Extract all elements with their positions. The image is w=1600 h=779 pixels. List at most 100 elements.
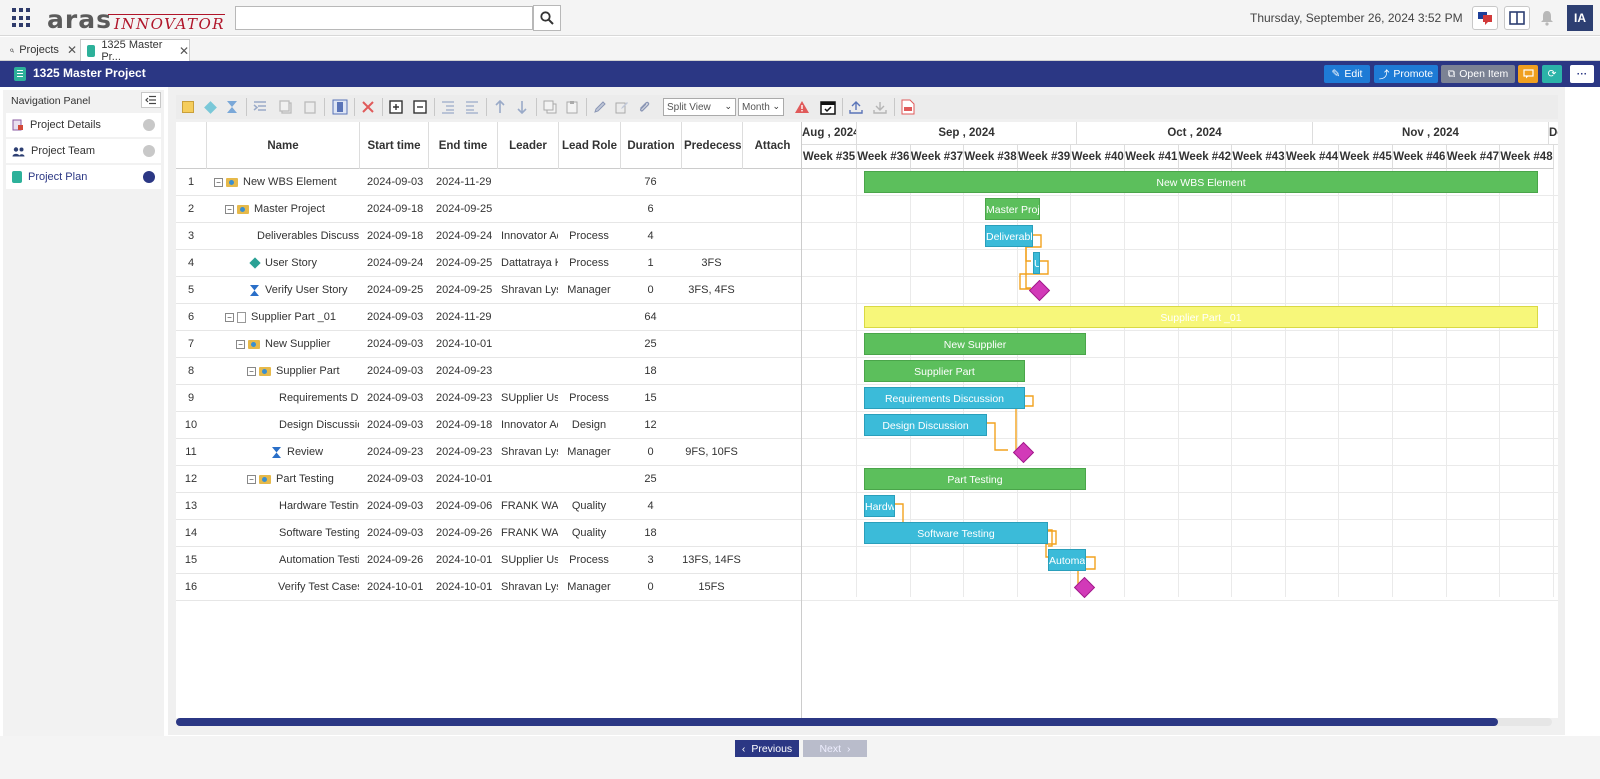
horizontal-scrollbar[interactable]	[176, 718, 1552, 726]
table-row[interactable]: 2 − Master Project 2024-09-18 2024-09-25 6	[176, 196, 801, 223]
table-row[interactable]: 5 Verify User Story 2024-09-25 2024-09-25 Sh…	[176, 277, 801, 304]
collapse-toggle-icon[interactable]: −	[225, 204, 234, 214]
lead-role-cell[interactable]: Process	[569, 230, 609, 242]
duration-cell[interactable]: 6	[647, 203, 654, 215]
start-time-cell[interactable]: 2024-09-18	[367, 203, 424, 215]
start-time-cell[interactable]: 2024-09-03	[367, 311, 424, 323]
column-header-duration[interactable]: Duration	[620, 122, 681, 169]
task-name-cell[interactable]: Requirements Discussion	[206, 385, 359, 411]
scrollbar-thumb[interactable]	[176, 718, 1498, 726]
column-header-name[interactable]: Name	[206, 122, 359, 169]
next-button[interactable]: Next ›	[803, 740, 867, 757]
task-name-cell[interactable]: − Supplier Part	[206, 358, 359, 384]
attach-cell[interactable]	[742, 466, 801, 492]
promote-button[interactable]: ⤴ Promote	[1374, 65, 1438, 83]
lead-role-cell[interactable]: Quality	[571, 500, 607, 512]
lead-role-cell[interactable]: Manager	[567, 581, 611, 593]
lead-role-cell[interactable]	[558, 169, 620, 195]
attach-cell[interactable]	[742, 358, 801, 384]
copy-icon[interactable]	[276, 97, 296, 117]
gantt-bar[interactable]: Deliverables Discussion	[985, 225, 1033, 247]
column-header-attach[interactable]: Attach	[742, 122, 801, 169]
end-time-cell[interactable]: 2024-09-23	[436, 446, 493, 458]
attach-cell[interactable]	[742, 250, 801, 276]
attach-cell[interactable]	[742, 169, 801, 195]
collapse-toggle-icon[interactable]: −	[236, 339, 245, 349]
lead-role-cell[interactable]: Process	[569, 257, 609, 269]
predecessor-cell[interactable]: 13FS, 14FS	[682, 554, 741, 566]
leader-cell[interactable]: Innovator Admin	[501, 230, 558, 242]
leader-cell[interactable]	[501, 358, 558, 384]
table-row[interactable]: 9 Requirements Discussion 2024-09-03 2024-0…	[176, 385, 801, 412]
pdf-export-icon[interactable]	[898, 97, 918, 117]
attach-cell[interactable]	[742, 277, 801, 303]
end-time-cell[interactable]: 2024-10-01	[436, 338, 493, 350]
search-input[interactable]	[235, 6, 533, 30]
leader-cell[interactable]: Dattatraya K.	[501, 257, 558, 269]
predecessor-cell[interactable]: 3FS, 4FS	[688, 284, 735, 296]
task-name-cell[interactable]: Verify User Story	[206, 277, 359, 303]
task-name-cell[interactable]: Hardware Testing	[206, 493, 359, 519]
task-name-cell[interactable]: − Master Project	[206, 196, 359, 222]
column-header-start[interactable]: Start time	[359, 122, 428, 169]
duration-cell[interactable]: 4	[647, 230, 654, 242]
close-tab-icon[interactable]: ✕	[178, 43, 189, 58]
end-time-cell[interactable]: 2024-11-29	[436, 176, 492, 188]
start-time-cell[interactable]: 2024-09-25	[367, 284, 424, 296]
search-button[interactable]	[533, 5, 561, 31]
nav-item-project-details[interactable]: Project Details	[6, 113, 161, 137]
start-time-cell[interactable]: 2024-10-01	[367, 581, 424, 593]
end-time-cell[interactable]: 2024-10-01	[436, 581, 493, 593]
user-avatar[interactable]: IA	[1567, 5, 1593, 31]
attach-cell[interactable]	[742, 196, 801, 222]
task-name-cell[interactable]: − Supplier Part _01	[206, 304, 359, 330]
leader-cell[interactable]	[501, 196, 558, 222]
duration-cell[interactable]: 0	[647, 581, 654, 593]
attach-cell[interactable]	[742, 385, 801, 411]
gantt-bar[interactable]: User Story	[1033, 252, 1040, 274]
leader-cell[interactable]: FRANK WANG	[501, 527, 558, 539]
nav-item-project-team[interactable]: Project Team	[6, 139, 161, 163]
task-name-cell[interactable]: Software Testing	[206, 520, 359, 546]
gantt-bar[interactable]: Supplier Part _01	[864, 306, 1538, 328]
table-row[interactable]: 1 − New WBS Element 2024-09-03 2024-11-29 76	[176, 169, 801, 196]
open-item-button[interactable]: ⧉ Open Item	[1441, 65, 1515, 83]
delete-icon[interactable]	[358, 97, 378, 117]
table-row[interactable]: 15 Automation Testing 2024-09-26 2024-10-01…	[176, 547, 801, 574]
nav-item-project-plan[interactable]: Project Plan	[6, 165, 161, 189]
table-row[interactable]: 16 Verify Test Cases 2024-10-01 2024-10-01 S…	[176, 574, 801, 601]
task-name-cell[interactable]: Deliverables Discussion	[206, 223, 359, 249]
start-time-cell[interactable]: 2024-09-03	[367, 392, 424, 404]
end-time-cell[interactable]: 2024-09-24	[436, 230, 493, 242]
collapse-toggle-icon[interactable]: −	[247, 474, 256, 484]
gantt-bar[interactable]: Design Discussion	[864, 414, 987, 436]
start-time-cell[interactable]: 2024-09-03	[367, 527, 424, 539]
column-header-leader[interactable]: Leader	[497, 122, 558, 169]
column-header-predecessor[interactable]: Predecessor	[681, 122, 742, 169]
gantt-bar[interactable]: Master Project	[985, 198, 1040, 220]
leader-cell[interactable]: Innovator Admin	[501, 419, 558, 431]
task-name-cell[interactable]: User Story	[206, 250, 359, 276]
duration-cell[interactable]: 18	[644, 365, 657, 377]
attachment-icon[interactable]	[634, 97, 654, 117]
aras-logo[interactable]: aras INNOVATOR	[47, 3, 226, 33]
lead-role-cell[interactable]: Manager	[567, 446, 611, 458]
task-name-cell[interactable]: − New Supplier	[206, 331, 359, 357]
gantt-bar[interactable]: Software Testing	[864, 522, 1048, 544]
end-time-cell[interactable]: 2024-10-01	[436, 473, 493, 485]
layout-toggle-button[interactable]	[1504, 6, 1530, 30]
gantt-bar[interactable]: Part Testing	[864, 468, 1086, 490]
table-row[interactable]: 6 − Supplier Part _01 2024-09-03 2024-11-29 6…	[176, 304, 801, 331]
collapse-nav-button[interactable]	[141, 92, 161, 108]
attach-cell[interactable]	[742, 547, 801, 573]
end-time-cell[interactable]: 2024-09-25	[436, 203, 493, 215]
predecessor-cell[interactable]	[681, 196, 742, 222]
attach-cell[interactable]	[742, 331, 801, 357]
start-time-cell[interactable]: 2024-09-03	[367, 419, 424, 431]
leader-cell[interactable]: Shravan Lysetti	[501, 581, 558, 593]
expand-all-icon[interactable]	[386, 97, 406, 117]
predecessor-cell[interactable]: 3FS	[701, 257, 722, 269]
tab-master-project[interactable]: 1325 Master Pr... ✕	[80, 39, 190, 63]
more-options-button[interactable]: ···	[1570, 65, 1594, 83]
indent-right-icon[interactable]	[462, 97, 482, 117]
